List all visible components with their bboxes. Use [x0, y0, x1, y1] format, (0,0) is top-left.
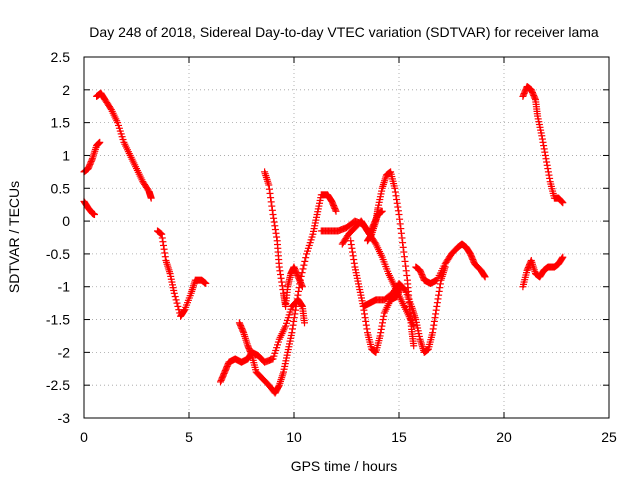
- y-tick-label: 2.5: [51, 49, 71, 65]
- data-point: [298, 283, 306, 291]
- x-tick-label: 15: [391, 429, 407, 445]
- data-point: [174, 302, 182, 310]
- x-tick-label: 20: [496, 429, 512, 445]
- series-s14: [519, 83, 567, 207]
- data-point: [171, 293, 179, 301]
- series-s13: [412, 240, 489, 287]
- y-tick-label: -2.5: [46, 377, 70, 393]
- data-point: [170, 289, 178, 297]
- data-point: [559, 199, 567, 207]
- data-point: [538, 132, 546, 140]
- series-s1: [80, 138, 104, 176]
- data-point: [173, 299, 181, 307]
- data-point: [543, 158, 551, 166]
- series-s11: [364, 168, 418, 350]
- y-axis-title: SDTVAR / TECUs: [6, 181, 22, 293]
- data-point: [96, 138, 104, 146]
- data-point: [300, 261, 308, 269]
- data-point: [410, 342, 418, 350]
- x-tick-label: 25: [601, 429, 617, 445]
- data-point: [91, 211, 98, 219]
- plot-frame: [83, 56, 610, 419]
- y-tick-label: 1.5: [51, 115, 71, 131]
- x-tick-label: 10: [286, 429, 302, 445]
- data-point: [541, 148, 549, 156]
- data-point: [172, 296, 180, 304]
- y-tick-label: -0.5: [46, 246, 70, 262]
- y-tick-label: 2: [62, 82, 70, 98]
- y-tick-label: 0.5: [51, 180, 71, 196]
- data-point: [301, 257, 309, 265]
- data-point: [558, 197, 566, 205]
- y-tick-label: -2: [58, 344, 71, 360]
- y-tick-label: -1: [58, 279, 71, 295]
- series-s15: [519, 253, 567, 291]
- data-point: [481, 273, 489, 281]
- y-tick-label: -1.5: [46, 312, 70, 328]
- data-point: [175, 306, 183, 314]
- x-tick-label: 5: [185, 429, 193, 445]
- data-point: [540, 142, 548, 150]
- series-s6: [235, 191, 340, 397]
- series-s10: [347, 237, 405, 356]
- series-s3: [93, 89, 155, 202]
- y-tick-label: -3: [58, 410, 71, 426]
- data-points: [80, 83, 567, 397]
- series-s2: [80, 197, 98, 219]
- tick-labels: 0 5 10 15 20 25 -3 -2.5 -2 -1.5 -1 -0.5 0 0.5 1 1.5 2 2.5: [46, 49, 617, 445]
- y-tick-label: 1: [62, 147, 70, 163]
- data-point: [546, 174, 554, 182]
- series-s4: [154, 227, 210, 320]
- data-point: [544, 165, 552, 173]
- data-point: [202, 279, 210, 287]
- data-point: [301, 319, 308, 327]
- data-point: [147, 194, 155, 202]
- data-point: [302, 254, 310, 262]
- data-point: [559, 253, 567, 261]
- data-point: [332, 207, 340, 215]
- x-axis-title: GPS time / hours: [291, 458, 398, 474]
- data-point: [299, 265, 307, 273]
- chart-title: Day 248 of 2018, Sidereal Day-to-day VTE…: [89, 24, 599, 40]
- y-tick-label: 0: [62, 213, 70, 229]
- x-tick-label: 0: [80, 429, 88, 445]
- series-s7: [261, 168, 306, 310]
